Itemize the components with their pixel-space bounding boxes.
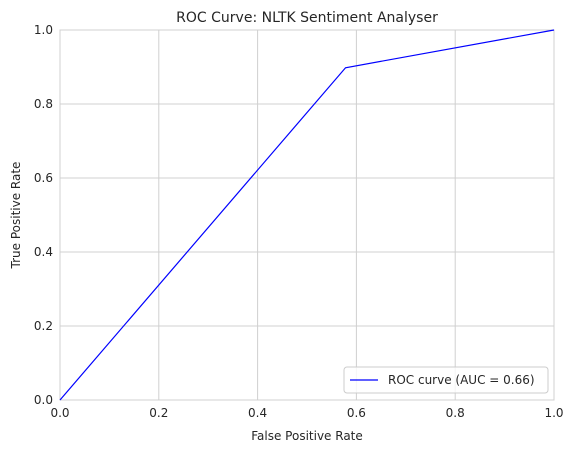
legend-box [343, 366, 549, 394]
y-tick-label: 0.0 [34, 393, 53, 407]
x-tick-label: 0.8 [446, 406, 465, 420]
y-axis-label: True Positive Rate [9, 162, 23, 270]
series-layer [59, 29, 555, 401]
x-tick-label: 0.4 [248, 406, 267, 420]
x-tick-label: 1.0 [544, 406, 563, 420]
roc-curve-line [59, 29, 555, 401]
x-axis-ticks: 0.0 0.2 0.4 0.6 0.8 1.0 [50, 406, 563, 420]
y-tick-label: 0.6 [34, 171, 53, 185]
legend: ROC curve (AUC = 0.66) [343, 366, 549, 394]
x-tick-label: 0.2 [149, 406, 168, 420]
chart-title: ROC Curve: NLTK Sentiment Analyser [176, 10, 438, 26]
x-tick-label: 0.0 [50, 406, 69, 420]
y-axis-ticks: 0.0 0.2 0.4 0.6 0.8 1.0 [34, 23, 53, 407]
y-tick-label: 0.2 [34, 319, 53, 333]
grid [59, 29, 555, 401]
legend-label-roc: ROC curve (AUC = 0.66) [388, 373, 535, 387]
y-tick-label: 0.4 [34, 245, 53, 259]
x-axis-label: False Positive Rate [251, 429, 363, 443]
x-tick-label: 0.6 [347, 406, 366, 420]
plot-area [59, 29, 555, 401]
y-tick-label: 0.8 [34, 97, 53, 111]
y-tick-label: 1.0 [34, 23, 53, 37]
